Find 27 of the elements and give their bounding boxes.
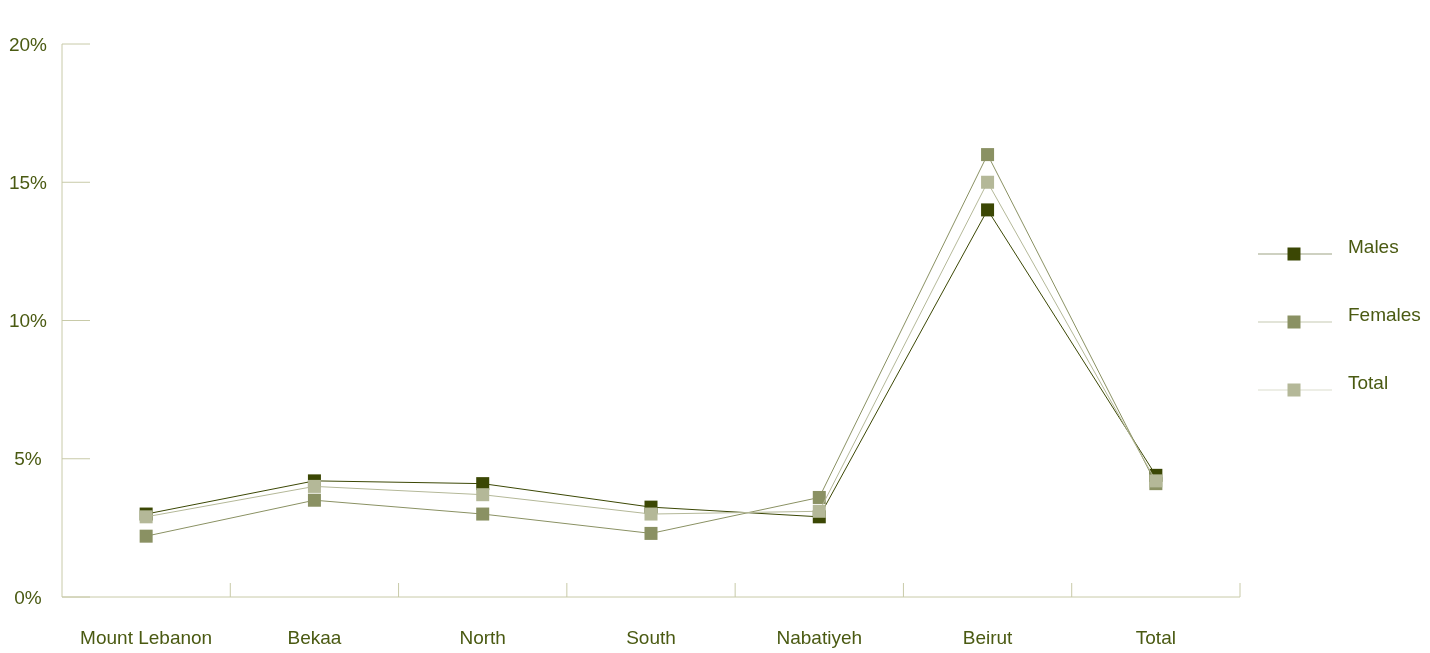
- legend-label: Males: [1348, 236, 1399, 257]
- y-tick-label: 15%: [8, 171, 48, 193]
- legend-label: Total: [1348, 372, 1389, 393]
- point: [644, 526, 658, 540]
- point: [981, 148, 995, 162]
- x-tick-label: North: [459, 627, 506, 648]
- point: [644, 507, 658, 521]
- legend-label: Females: [1348, 304, 1421, 325]
- point: [981, 175, 995, 189]
- x-tick-label: Beirut: [962, 627, 1014, 648]
- y-tick-label: 5%: [14, 448, 42, 470]
- point: [307, 493, 321, 507]
- point: [812, 490, 826, 504]
- point: [476, 507, 490, 521]
- y-tick-label: 0%: [14, 586, 42, 608]
- point: [981, 203, 995, 217]
- y-tick-label: 10%: [8, 310, 48, 332]
- x-tick-label: Nabatiyeh: [776, 627, 863, 648]
- x-tick-label: Mount Lebanon: [80, 627, 213, 648]
- y-tick-label: 20%: [8, 33, 48, 55]
- x-tick-label: South: [626, 627, 676, 648]
- x-tick-label: Bekaa: [287, 627, 342, 648]
- point: [139, 529, 153, 543]
- point: [307, 479, 321, 493]
- point: [812, 504, 826, 518]
- x-tick-label: Total: [1135, 627, 1176, 648]
- point: [476, 488, 490, 502]
